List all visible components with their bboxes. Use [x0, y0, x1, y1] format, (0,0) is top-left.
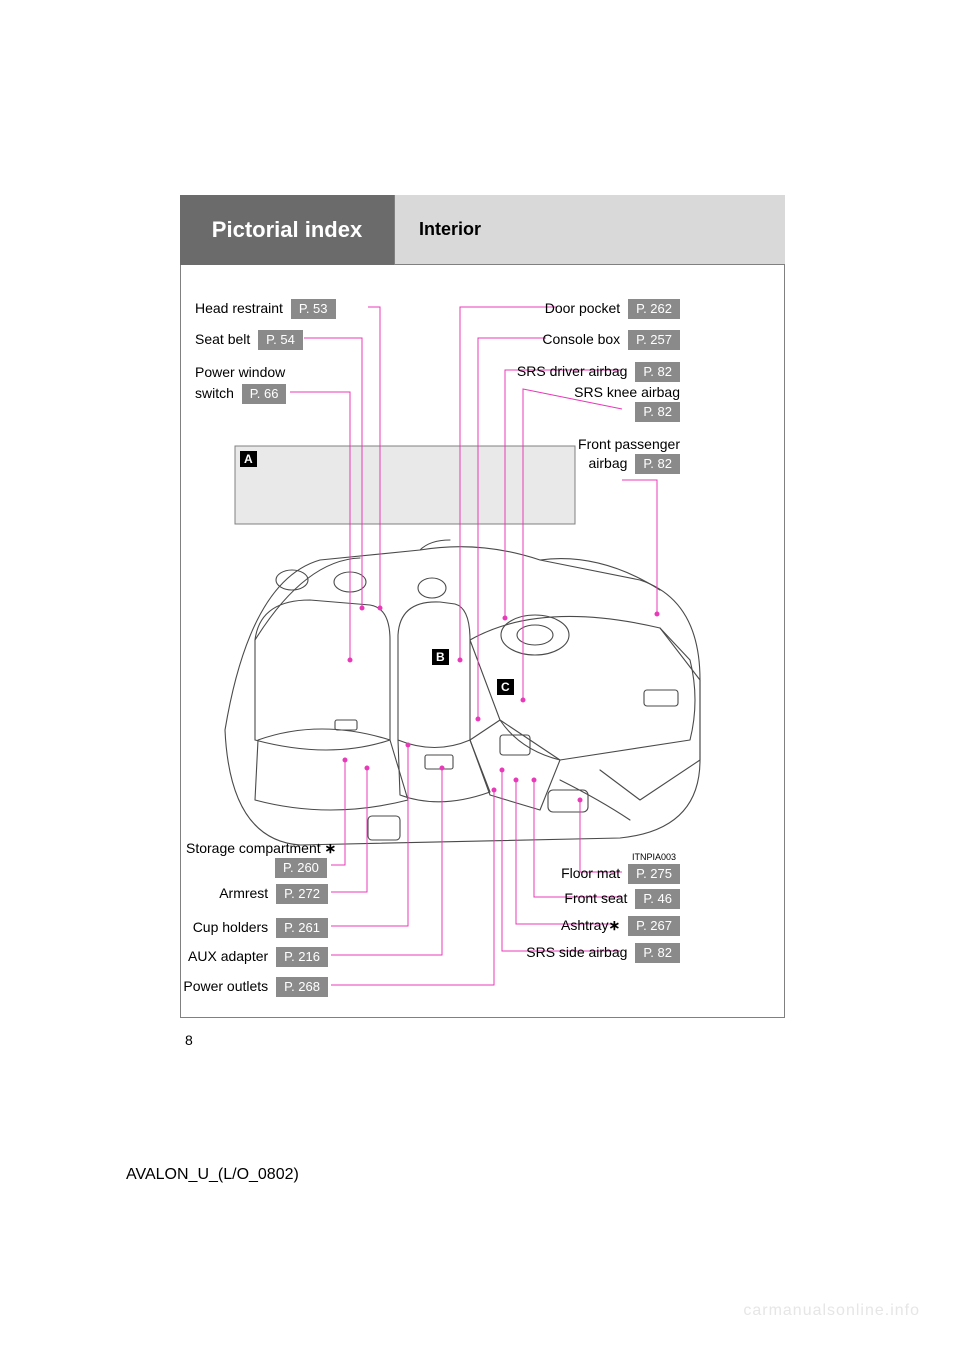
page-badge: P. 262 [628, 299, 680, 319]
marker-c: C [497, 679, 514, 695]
header-row: Pictorial index Interior [180, 195, 785, 265]
marker-b: B [432, 649, 449, 665]
section-subtitle: Interior [395, 195, 785, 265]
label-text: Head restraint [195, 300, 283, 316]
label-aux-adapter: AUX adapter P. 216 [188, 947, 328, 967]
label-seat-belt: Seat belt P. 54 [195, 330, 303, 350]
label-text: Cup holders [193, 919, 269, 935]
figure-code: ITNPIA003 [632, 852, 676, 862]
label-text: SRS side airbag [526, 944, 627, 960]
label-text: Front seat [564, 890, 627, 906]
label-srs-driver: SRS driver airbag P. 82 [517, 362, 680, 382]
label-floor-mat: Floor mat P. 275 [561, 864, 680, 884]
label-text: Floor mat [561, 865, 620, 881]
page-badge: P. 261 [276, 918, 328, 938]
page-badge: P. 82 [635, 943, 680, 963]
marker-a: A [240, 451, 257, 467]
label-text: SRS driver airbag [517, 363, 628, 379]
label-text: Power outlets [183, 978, 268, 994]
label-door-pocket: Door pocket P. 262 [545, 299, 680, 319]
label-head-restraint: Head restraint P. 53 [195, 299, 336, 319]
page-number: 8 [185, 1032, 193, 1048]
label-text: Seat belt [195, 331, 250, 347]
label-ashtray: Ashtray∗ P. 267 [561, 916, 680, 936]
label-storage-page: P. 260 [275, 858, 327, 878]
label-text: AUX adapter [188, 948, 268, 964]
label-power-window-1: Power window [195, 364, 285, 381]
label-armrest: Armrest P. 272 [219, 884, 328, 904]
page-badge: P. 260 [275, 858, 327, 878]
page-badge: P. 66 [242, 384, 287, 404]
label-front-seat: Front seat P. 46 [564, 889, 680, 909]
label-text: Console box [542, 331, 620, 347]
label-text: airbag [589, 455, 628, 471]
label-srs-knee-text: SRS knee airbag [574, 384, 680, 401]
page-badge: P. 216 [276, 947, 328, 967]
label-storage-text: Storage compartment ∗ [186, 840, 336, 857]
page-badge: P. 53 [291, 299, 336, 319]
star-icon: ∗ [325, 840, 337, 856]
label-text: Storage compartment [186, 840, 321, 856]
page-badge: P. 275 [628, 864, 680, 884]
page-badge: P. 268 [276, 977, 328, 997]
label-text: Ashtray [561, 917, 608, 933]
label-text: switch [195, 385, 234, 401]
label-text: Door pocket [545, 300, 620, 316]
label-srs-knee-page: P. 82 [635, 402, 680, 422]
label-cup-holders: Cup holders P. 261 [193, 918, 328, 938]
label-power-window-2: switch P. 66 [195, 384, 286, 404]
page-badge: P. 257 [628, 330, 680, 350]
page-badge: P. 82 [635, 402, 680, 422]
section-title: Pictorial index [180, 195, 395, 265]
label-front-pass-2: airbag P. 82 [589, 454, 681, 474]
page-badge: P. 267 [628, 916, 680, 936]
label-text: Armrest [219, 885, 268, 901]
page-badge: P. 82 [635, 362, 680, 382]
page-badge: P. 46 [635, 889, 680, 909]
label-front-pass-1: Front passenger [578, 436, 680, 453]
page-badge: P. 272 [276, 884, 328, 904]
page-badge: P. 54 [258, 330, 303, 350]
page-badge: P. 82 [635, 454, 680, 474]
label-srs-side: SRS side airbag P. 82 [526, 943, 680, 963]
label-console-box: Console box P. 257 [542, 330, 680, 350]
watermark: carmanualsonline.info [743, 1302, 920, 1320]
label-power-outlets: Power outlets P. 268 [183, 977, 328, 997]
star-icon: ∗ [608, 917, 620, 933]
footer-text: AVALON_U_(L/O_0802) [126, 1166, 299, 1184]
